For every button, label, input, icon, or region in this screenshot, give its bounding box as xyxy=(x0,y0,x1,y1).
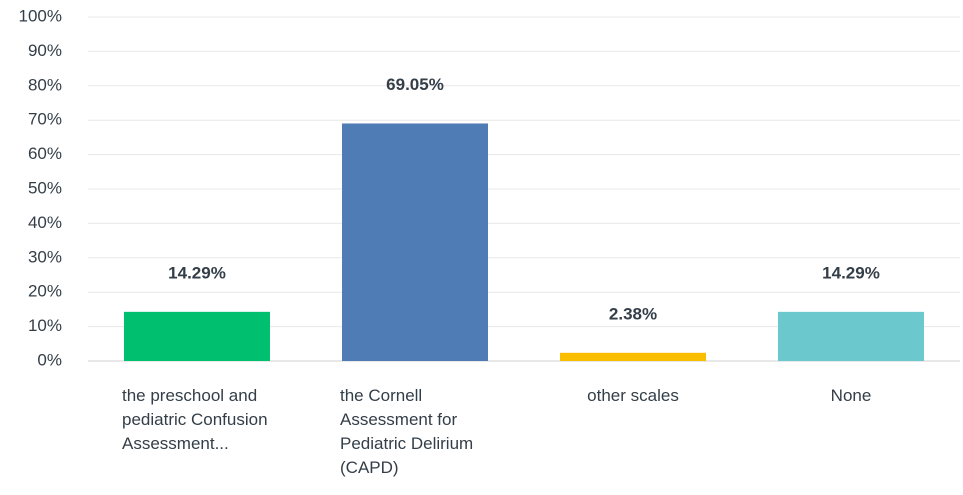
value-label: 69.05% xyxy=(386,75,444,94)
y-tick-label: 0% xyxy=(37,350,62,369)
y-tick-label: 50% xyxy=(28,178,62,197)
value-label: 14.29% xyxy=(168,263,226,282)
y-tick-label: 20% xyxy=(28,282,62,301)
value-label: 2.38% xyxy=(609,304,657,323)
x-tick-text: other scales xyxy=(587,386,679,405)
x-tick-text: the Cornell Assessment for Pediatric Del… xyxy=(340,386,474,477)
y-tick-label: 100% xyxy=(19,6,62,25)
x-tick-label: the Cornell Assessment for Pediatric Del… xyxy=(330,384,500,480)
bar xyxy=(342,123,488,361)
x-tick-label: the preschool and pediatric Confusion As… xyxy=(112,384,282,456)
y-tick-label: 70% xyxy=(28,110,62,129)
y-tick-label: 90% xyxy=(28,41,62,60)
x-tick-text: the preschool and pediatric Confusion As… xyxy=(122,386,268,453)
x-tick-text: None xyxy=(830,386,872,405)
bar xyxy=(778,311,924,361)
x-tick-label: other scales xyxy=(548,384,718,408)
y-tick-label: 10% xyxy=(28,316,62,335)
value-label: 14.29% xyxy=(822,263,880,282)
y-tick-label: 30% xyxy=(28,247,62,266)
bar xyxy=(560,352,706,361)
y-tick-label: 80% xyxy=(28,75,62,94)
bar xyxy=(124,311,270,361)
x-tick-label: None xyxy=(766,384,936,408)
y-tick-label: 60% xyxy=(28,144,62,163)
y-tick-label: 40% xyxy=(28,213,62,232)
